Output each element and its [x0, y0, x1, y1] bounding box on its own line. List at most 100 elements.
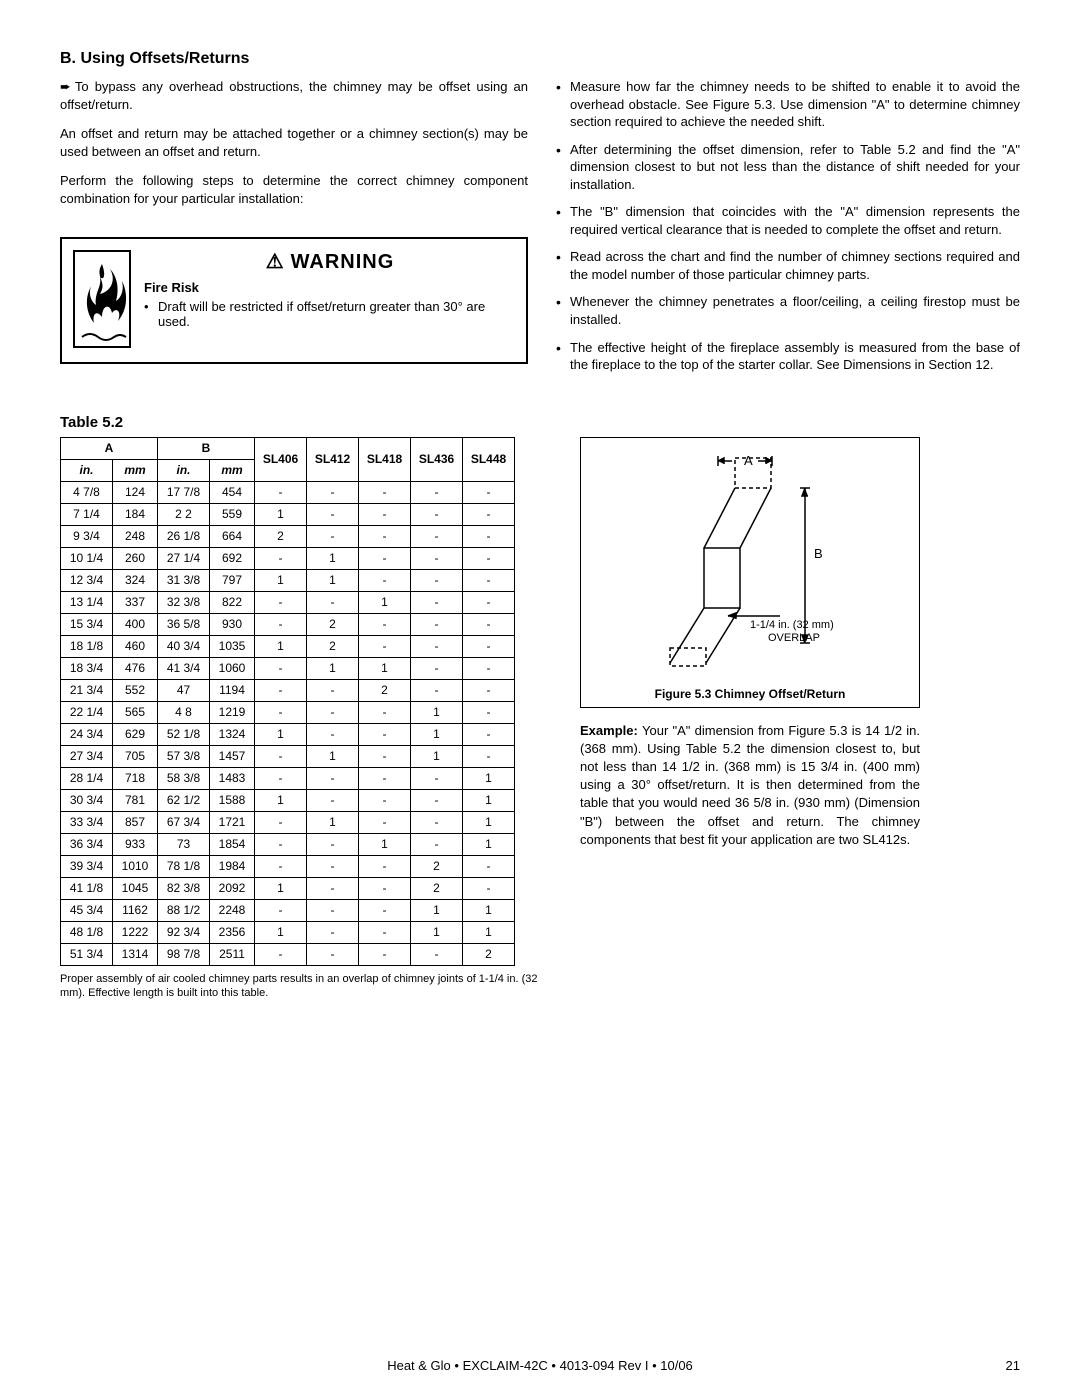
- table-cell: -: [359, 525, 411, 547]
- table-cell: -: [307, 877, 359, 899]
- table-row: 4 7/812417 7/8454-----: [61, 481, 515, 503]
- table-cell: -: [411, 525, 463, 547]
- table-cell: -: [411, 569, 463, 591]
- table-cell: -: [359, 877, 411, 899]
- figure-box: A B 1-1/4 in. (32 mm) OVERLAP Figure 5.3…: [580, 437, 920, 708]
- table-cell: 1010: [113, 855, 158, 877]
- table-cell: 31 3/8: [158, 569, 210, 591]
- table-cell: 1588: [210, 789, 255, 811]
- table-cell: 33 3/4: [61, 811, 113, 833]
- table-cell: 1483: [210, 767, 255, 789]
- table-cell: 1: [255, 503, 307, 525]
- table-row: 9 3/424826 1/86642----: [61, 525, 515, 547]
- table-cell: -: [307, 503, 359, 525]
- table-row: 21 3/4552471194--2--: [61, 679, 515, 701]
- table-cell: 1045: [113, 877, 158, 899]
- table-cell: -: [359, 723, 411, 745]
- table-cell: -: [411, 635, 463, 657]
- table-cell: 1: [411, 701, 463, 723]
- table-cell: 664: [210, 525, 255, 547]
- table-cell: 1: [255, 635, 307, 657]
- table-row: 48 1/8122292 3/423561--11: [61, 921, 515, 943]
- table-cell: -: [255, 899, 307, 921]
- table-group-header: A B SL406 SL412 SL418 SL436 SL448: [61, 437, 515, 459]
- table-row: 22 1/45654 81219---1-: [61, 701, 515, 723]
- table-cell: -: [359, 767, 411, 789]
- table-cell: 2: [359, 679, 411, 701]
- table-cell: -: [463, 745, 515, 767]
- table-cell: 1984: [210, 855, 255, 877]
- table-cell: -: [411, 767, 463, 789]
- table-cell: -: [359, 789, 411, 811]
- table-cell: -: [411, 591, 463, 613]
- table-cell: -: [359, 569, 411, 591]
- table-body: 4 7/812417 7/8454-----7 1/41842 25591---…: [61, 481, 515, 965]
- table-row: 41 1/8104582 3/820921--2-: [61, 877, 515, 899]
- table-cell: -: [411, 481, 463, 503]
- table-cell: 2: [307, 635, 359, 657]
- warning-title-text: WARNING: [291, 251, 395, 273]
- table-cell: -: [255, 943, 307, 965]
- table-row: 12 3/432431 3/879711---: [61, 569, 515, 591]
- table-cell: -: [359, 503, 411, 525]
- table-cell: 48 1/8: [61, 921, 113, 943]
- table-cell: 781: [113, 789, 158, 811]
- table-cell: 260: [113, 547, 158, 569]
- table-cell: 26 1/8: [158, 525, 210, 547]
- table-cell: 1: [463, 789, 515, 811]
- table-cell: 337: [113, 591, 158, 613]
- table-cell: 30 3/4: [61, 789, 113, 811]
- warning-body: Draft will be restricted if offset/retur…: [144, 299, 516, 329]
- table-cell: 1324: [210, 723, 255, 745]
- table-cell: 1222: [113, 921, 158, 943]
- example-body: Your "A" dimension from Figure 5.3 is 14…: [580, 723, 920, 847]
- table-cell: -: [255, 481, 307, 503]
- bullet-item: Read across the chart and find the numbe…: [552, 248, 1020, 283]
- table-cell: 2511: [210, 943, 255, 965]
- table-cell: 933: [113, 833, 158, 855]
- table-cell: 1: [359, 657, 411, 679]
- table-cell: 930: [210, 613, 255, 635]
- table-cell: 67 3/4: [158, 811, 210, 833]
- table-cell: 98 7/8: [158, 943, 210, 965]
- th-mm-b: mm: [210, 459, 255, 481]
- table-row: 45 3/4116288 1/22248---11: [61, 899, 515, 921]
- table-cell: 36 5/8: [158, 613, 210, 635]
- table-row: 18 3/447641 3/41060-11--: [61, 657, 515, 679]
- table-cell: -: [307, 591, 359, 613]
- table-cell: 1: [255, 569, 307, 591]
- table-cell: 718: [113, 767, 158, 789]
- th-in-a: in.: [61, 459, 113, 481]
- table-row: 28 1/471858 3/81483----1: [61, 767, 515, 789]
- section-title: B. Using Offsets/Returns: [60, 50, 1020, 68]
- table-cell: 1: [255, 723, 307, 745]
- table-cell: 1: [255, 877, 307, 899]
- table-cell: 565: [113, 701, 158, 723]
- table-cell: -: [307, 943, 359, 965]
- table-cell: 857: [113, 811, 158, 833]
- th-mm-a: mm: [113, 459, 158, 481]
- table-cell: 1: [463, 921, 515, 943]
- table-cell: -: [359, 481, 411, 503]
- table-cell: 27 3/4: [61, 745, 113, 767]
- table-cell: 2: [411, 877, 463, 899]
- table-cell: -: [411, 943, 463, 965]
- fig-overlap-1: 1-1/4 in. (32 mm): [750, 619, 834, 631]
- table-cell: 28 1/4: [61, 767, 113, 789]
- table-row: 36 3/4933731854--1-1: [61, 833, 515, 855]
- table-cell: 47: [158, 679, 210, 701]
- table-cell: -: [255, 591, 307, 613]
- warning-triangle-icon: ⚠: [266, 251, 285, 273]
- table-cell: 58 3/8: [158, 767, 210, 789]
- table-cell: 460: [113, 635, 158, 657]
- table-cell: -: [359, 921, 411, 943]
- table-cell: -: [255, 811, 307, 833]
- table-cell: 7 1/4: [61, 503, 113, 525]
- table-cell: 45 3/4: [61, 899, 113, 921]
- intro-p3: Perform the following steps to determine…: [60, 172, 528, 207]
- table-cell: 124: [113, 481, 158, 503]
- table-cell: 552: [113, 679, 158, 701]
- table-cell: 15 3/4: [61, 613, 113, 635]
- table-row: 51 3/4131498 7/82511----2: [61, 943, 515, 965]
- table-cell: 9 3/4: [61, 525, 113, 547]
